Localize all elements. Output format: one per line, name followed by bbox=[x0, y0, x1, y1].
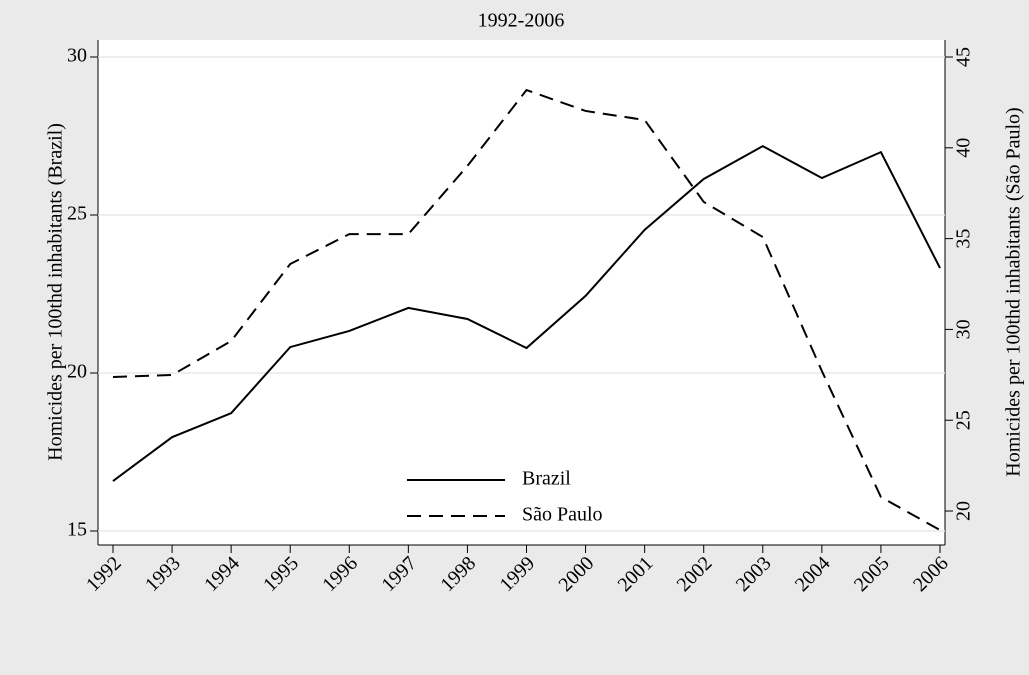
y2-tick-label: 20 bbox=[953, 501, 975, 521]
y-axis-title: Homicides per 100thd inhabitants (Brazil… bbox=[45, 123, 67, 461]
chart-title: 1992-2006 bbox=[478, 10, 565, 32]
y-tick-label: 15 bbox=[67, 519, 87, 541]
legend-label: Brazil bbox=[522, 468, 571, 490]
series-line bbox=[112, 144, 941, 482]
series-line bbox=[112, 88, 941, 531]
legend-label: São Paulo bbox=[522, 504, 603, 526]
y2-tick-label: 40 bbox=[953, 138, 975, 158]
plot-area bbox=[98, 40, 945, 545]
y2-tick-label: 35 bbox=[953, 229, 975, 249]
y2-tick-label: 45 bbox=[953, 47, 975, 67]
y2-axis-title: Homicides per 100thd inhabitants (São Pa… bbox=[1003, 107, 1025, 476]
y-tick-label: 20 bbox=[67, 361, 87, 383]
y-tick-label: 25 bbox=[67, 203, 87, 225]
y-tick-label: 30 bbox=[67, 45, 87, 67]
y2-tick-label: 25 bbox=[953, 410, 975, 430]
y2-tick-label: 30 bbox=[953, 319, 975, 339]
